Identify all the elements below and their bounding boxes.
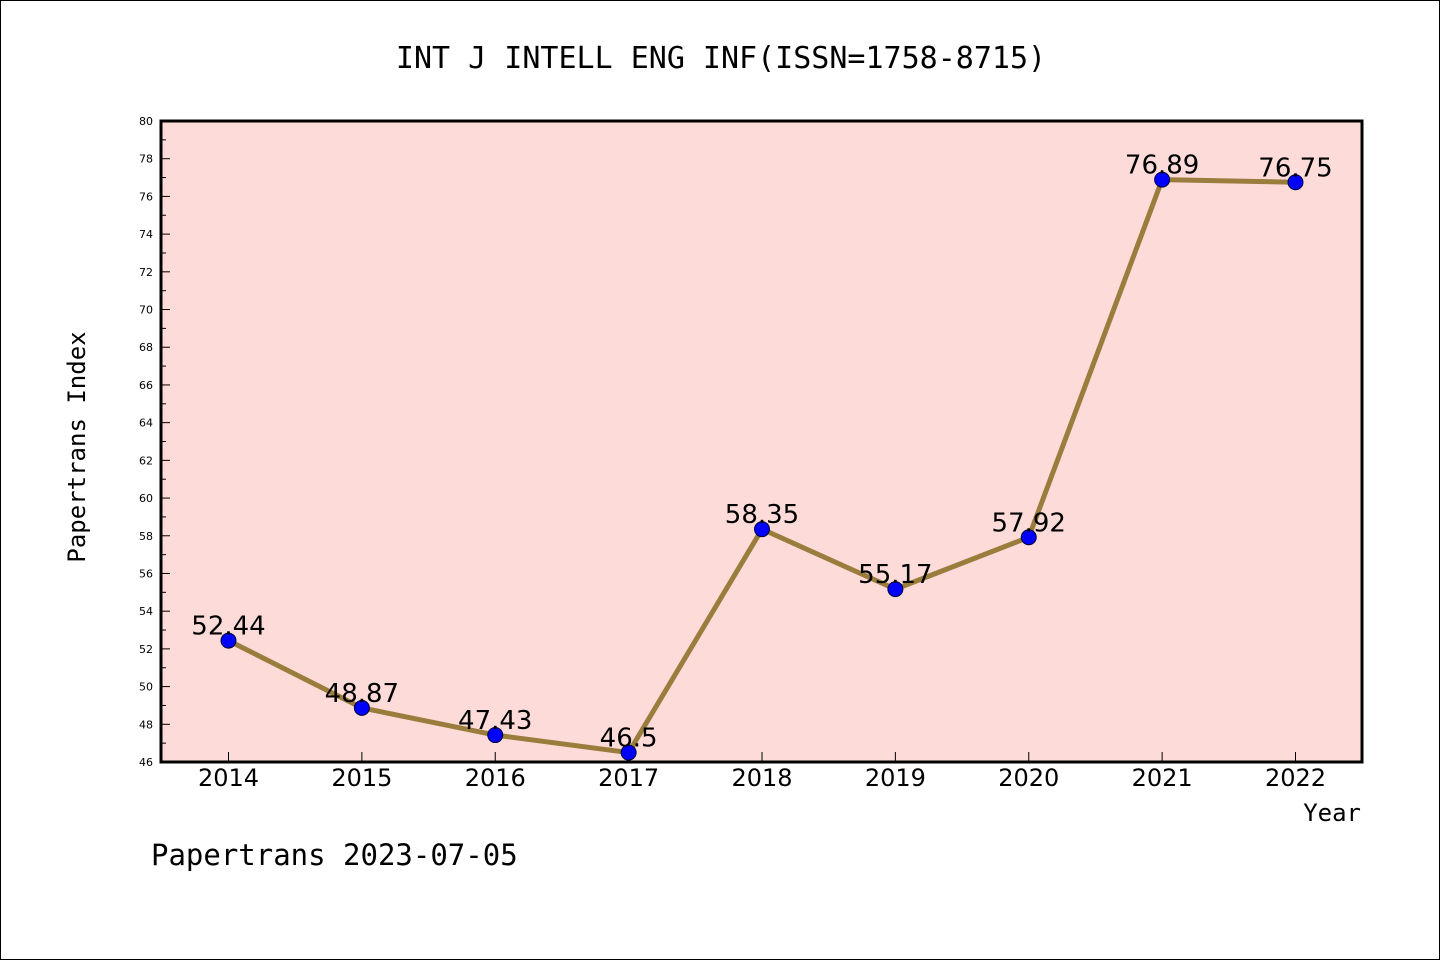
data-label: 46.5	[600, 724, 658, 754]
y-tick-label: 80	[139, 115, 153, 128]
y-tick-label: 54	[139, 605, 153, 618]
data-label: 76.75	[1258, 153, 1332, 183]
data-label: 48.87	[325, 679, 399, 709]
data-point	[887, 581, 904, 598]
x-tick-label: 2017	[598, 764, 659, 792]
x-tick-label: 2019	[865, 764, 926, 792]
data-label: 76.89	[1125, 151, 1199, 181]
x-tick-label: 2016	[465, 764, 526, 792]
y-tick-label: 72	[139, 266, 153, 279]
data-point	[487, 727, 504, 744]
series-layer: 52.44 48.87 47.43 46.5 58.35 55.17 57.92 76.89 7…	[191, 151, 1333, 761]
y-tick-label: 68	[139, 341, 153, 354]
data-point	[754, 521, 770, 538]
y-axis: 46 48 50 52 54 56 58 60 62 64 66 68 70 72 74 76 78 80	[139, 115, 170, 769]
x-tick-label: 2015	[331, 764, 392, 792]
footer-credit: Papertrans 2023-07-05	[151, 838, 518, 872]
data-label: 57.92	[992, 508, 1066, 538]
data-label: 55.17	[858, 560, 932, 590]
y-tick-label: 78	[139, 153, 153, 166]
plot-area	[161, 121, 1362, 762]
plot-border	[159, 119, 1364, 764]
data-label: 52.44	[191, 612, 265, 642]
y-tick-label: 46	[139, 756, 153, 769]
x-tick-label: 2022	[1265, 764, 1326, 792]
x-tick-label: 2021	[1132, 764, 1193, 792]
x-axis: 2014 2015 2016 2017 2018 2019 2020 2021 2022	[198, 752, 1326, 792]
chart-title: INT J INTELL ENG INF(ISSN=1758-8715)	[396, 41, 1046, 76]
y-tick-label: 52	[139, 643, 153, 656]
data-label: 58.35	[725, 500, 799, 530]
y-tick-label: 48	[139, 718, 153, 731]
y-tick-label: 56	[139, 567, 153, 580]
data-point	[620, 744, 637, 761]
y-tick-label: 62	[139, 454, 153, 467]
y-tick-label: 64	[139, 417, 153, 430]
y-tick-label: 76	[139, 190, 153, 203]
x-tick-label: 2014	[198, 764, 259, 792]
x-tick-label: 2018	[731, 764, 792, 792]
data-point	[220, 632, 237, 649]
y-tick-label: 58	[139, 530, 153, 543]
data-point	[1287, 174, 1304, 191]
data-label: 47.43	[458, 706, 532, 736]
data-point	[1154, 171, 1171, 188]
y-tick-label: 74	[139, 228, 153, 241]
x-tick-label: 2020	[998, 764, 1059, 792]
data-point	[353, 699, 370, 716]
y-axis-label: Papertrans Index	[63, 331, 91, 562]
data-point	[1020, 529, 1037, 546]
y-tick-label: 50	[139, 681, 153, 694]
y-tick-label: 70	[139, 304, 153, 317]
y-tick-label: 66	[139, 379, 153, 392]
x-axis-label: Year	[1303, 799, 1361, 827]
y-tick-label: 60	[139, 492, 153, 505]
